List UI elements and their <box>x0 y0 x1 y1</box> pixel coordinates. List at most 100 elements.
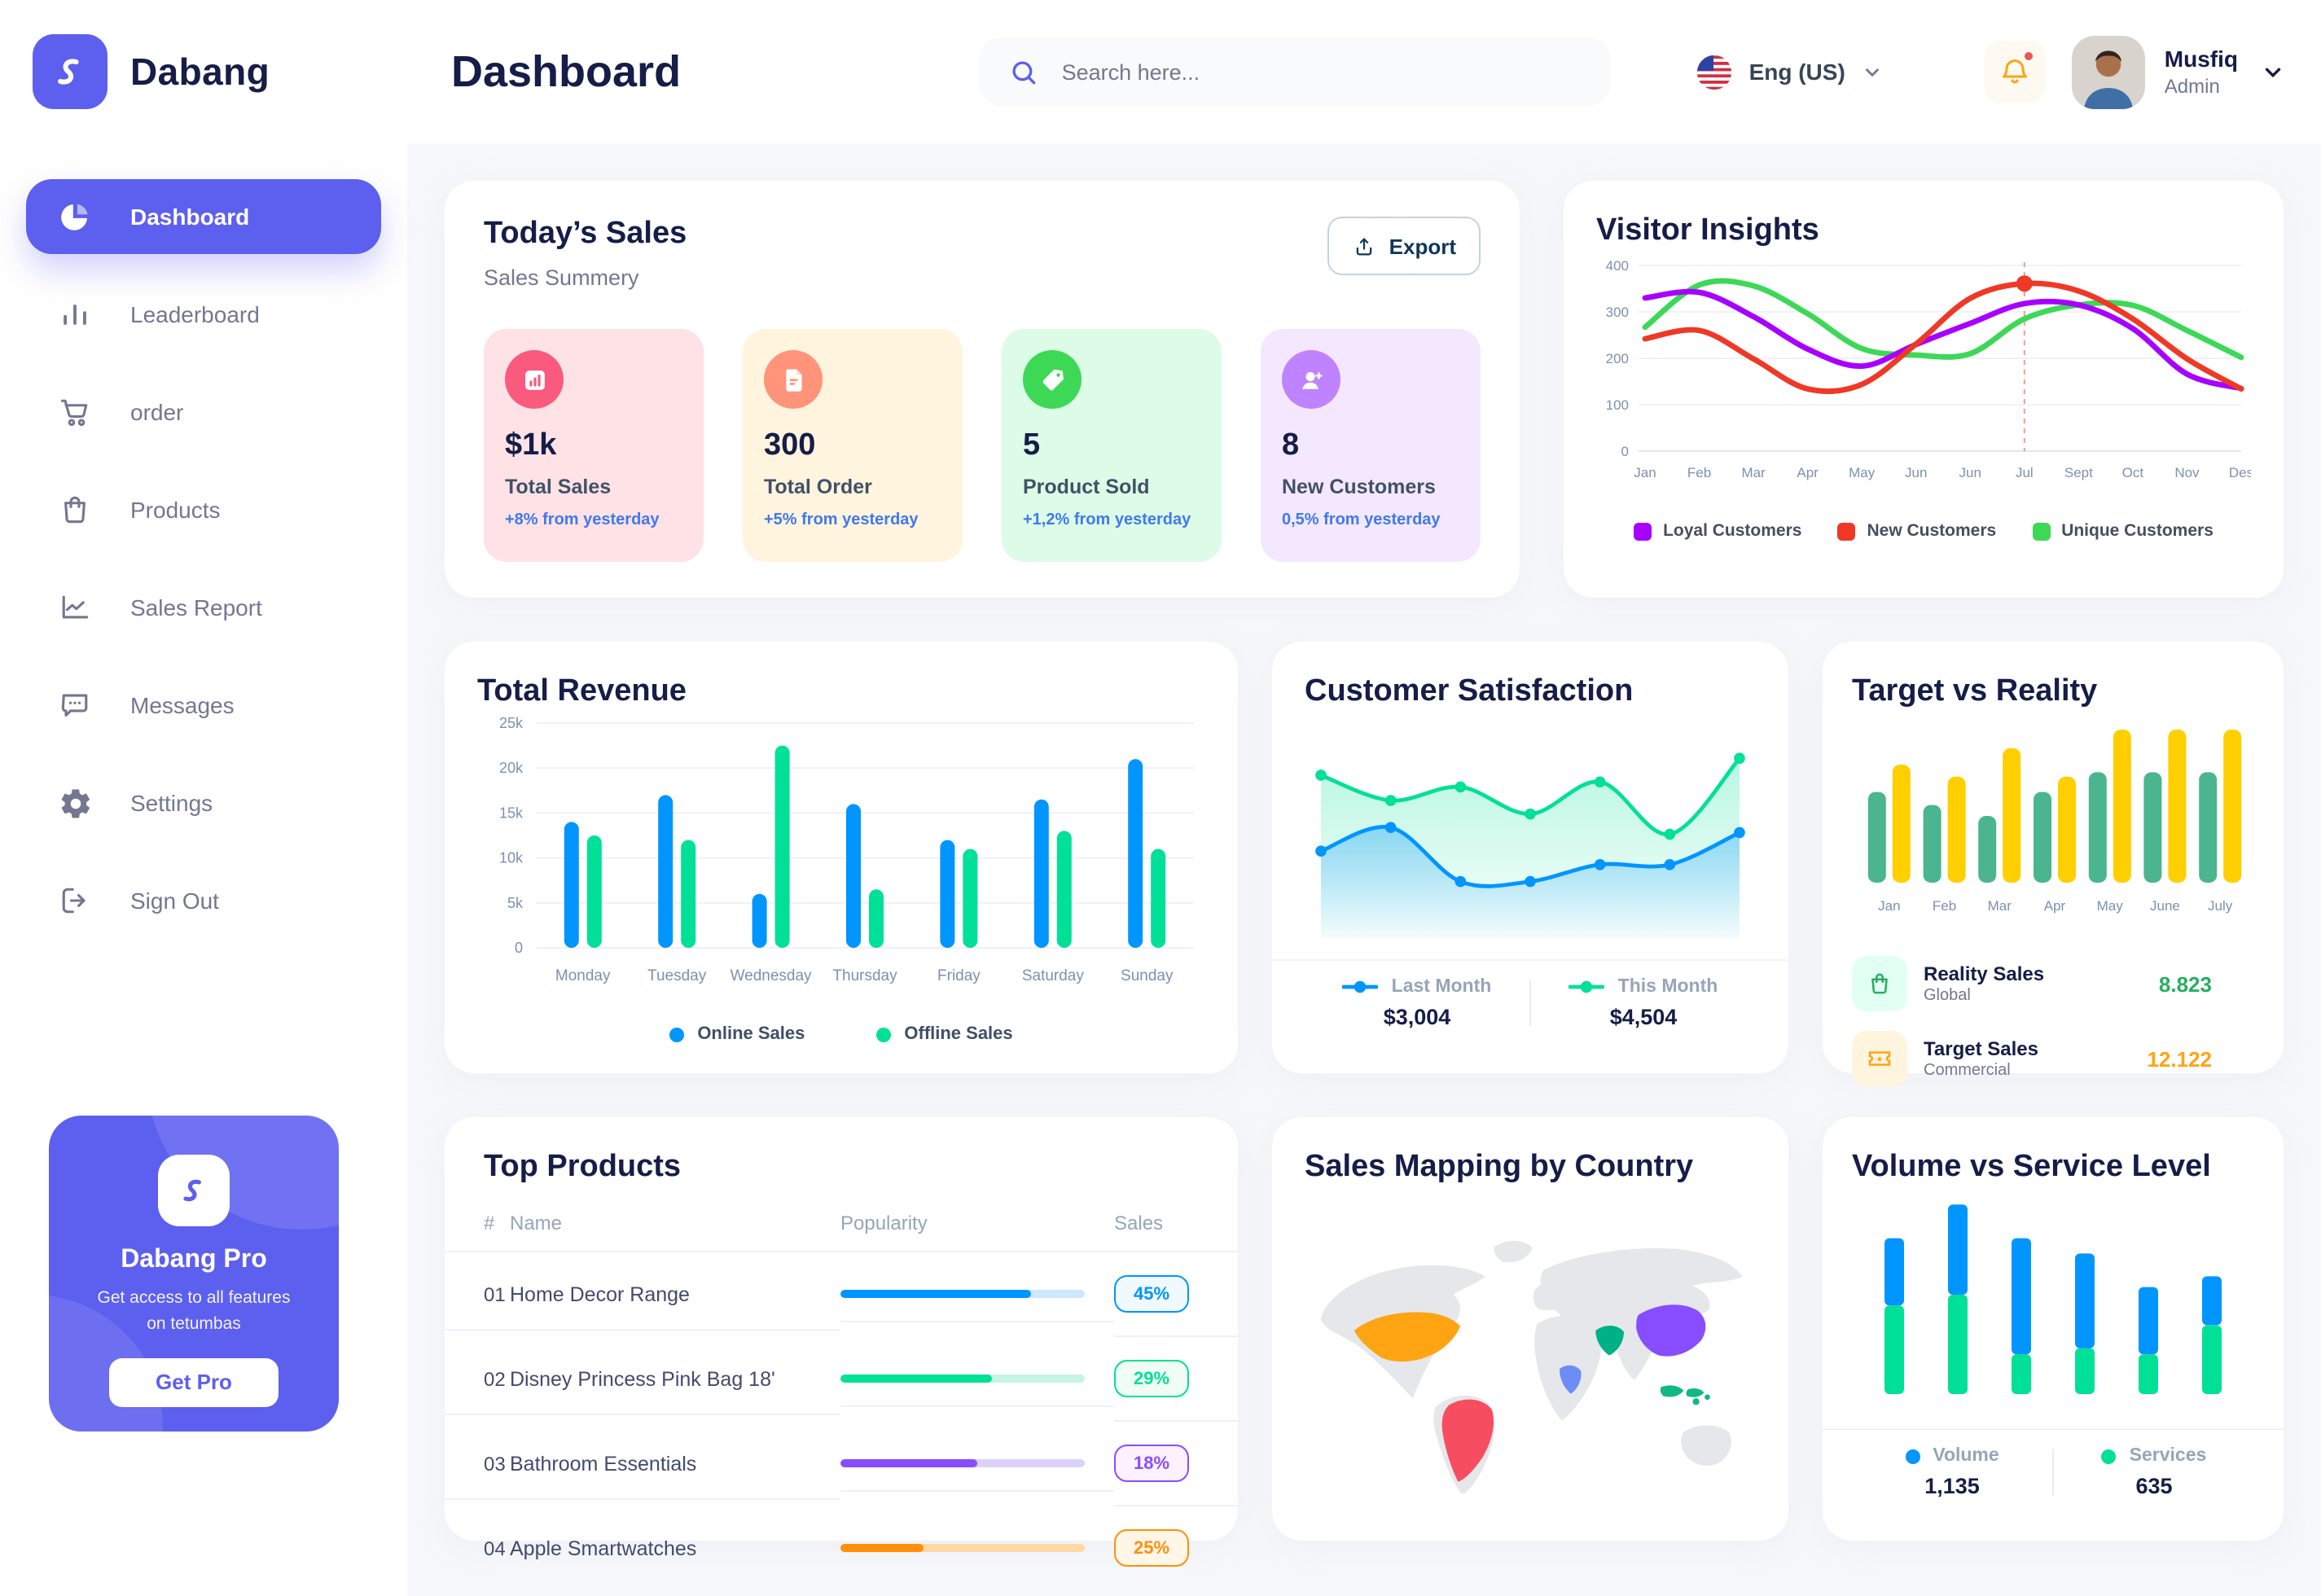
bar-chart-icon <box>55 296 94 332</box>
sales-badge: 25% <box>1114 1529 1189 1567</box>
popularity-bar <box>840 1544 1085 1552</box>
us-flag-icon <box>1696 53 1733 90</box>
stat-card-new-customers: 8 New Customers 0,5% from yesterday <box>1261 329 1481 562</box>
svg-text:Jun: Jun <box>1959 465 1981 480</box>
svg-text:Jan: Jan <box>1878 898 1900 914</box>
svg-text:May: May <box>2097 898 2124 914</box>
legend-dot-services <box>2101 1449 2117 1463</box>
user-menu[interactable]: Musfiq Admin <box>2071 35 2238 108</box>
export-icon <box>1356 237 1371 255</box>
volume-vs-service-card: Volume vs Service Level Volume 1,135 Ser… <box>1823 1117 2284 1541</box>
top-products-title: Top Products <box>484 1150 682 1184</box>
country-brazil <box>1441 1399 1494 1482</box>
country-united-states <box>1354 1312 1461 1362</box>
popularity-bar <box>840 1375 1085 1383</box>
avatar <box>2071 35 2145 108</box>
svg-text:May: May <box>1849 465 1876 480</box>
svg-text:July: July <box>2208 898 2233 914</box>
svg-text:Thursday: Thursday <box>832 967 897 984</box>
todays-sales-card: Today’s Sales Sales Summery Export $1k T <box>445 181 1520 598</box>
total-revenue-legend: Online Sales Offline Sales <box>477 1024 1205 1044</box>
user-name: Musfiq <box>2164 46 2238 72</box>
shopping-bag-icon <box>1852 956 1907 1011</box>
svg-text:Mar: Mar <box>1988 898 2012 914</box>
svg-text:Feb: Feb <box>1933 898 1956 914</box>
notification-badge <box>2022 50 2034 62</box>
svg-text:Oct: Oct <box>2122 465 2144 480</box>
legend-dot-offline <box>876 1027 892 1041</box>
pie-chart-icon <box>55 199 94 235</box>
pro-upgrade-card: Dabang Pro Get access to all features on… <box>49 1116 339 1432</box>
sales-badge: 18% <box>1114 1445 1189 1482</box>
svg-text:Friday: Friday <box>937 967 981 984</box>
legend-dot-online <box>669 1027 685 1041</box>
legend-swatch-new <box>1837 522 1856 540</box>
brand-name: Dabang <box>130 50 270 92</box>
customer-satisfaction-legend: Last Month $3,004 This Month $4,504 <box>1305 977 1756 1029</box>
legend-swatch-unique <box>2032 522 2051 540</box>
sidebar-item-sign-out[interactable]: Sign Out <box>26 863 381 938</box>
search-bar[interactable] <box>978 37 1611 106</box>
volume-vs-service-legend: Volume 1,135 Services 635 <box>1852 1446 2254 1498</box>
sales-badge: 45% <box>1114 1275 1189 1313</box>
search-input[interactable] <box>1058 58 1582 86</box>
language-selector[interactable]: Eng (US) <box>1696 53 1883 90</box>
sidebar-item-messages[interactable]: Messages <box>26 668 381 743</box>
user-chevron-down-icon[interactable] <box>2261 59 2285 84</box>
total-revenue-chart: 0 5k 10k 15k 20k 25k Monday Tuesday Wednesday Thu… <box>499 715 1194 984</box>
sidebar-item-settings[interactable]: Settings <box>26 765 381 840</box>
order-file-icon <box>764 350 823 409</box>
svg-text:June: June <box>2150 898 2180 914</box>
svg-text:100: 100 <box>1606 397 1629 413</box>
mini-bar-chart-icon <box>505 350 564 409</box>
svg-text:0: 0 <box>515 940 523 956</box>
svg-text:Nov: Nov <box>2174 465 2200 480</box>
total-revenue-card: Total Revenue 0 5k 10k 15k 20k 25k Monday Tuesd… <box>445 642 1238 1073</box>
popularity-bar <box>840 1459 1085 1467</box>
notifications-button[interactable] <box>1983 41 2046 103</box>
user-plus-icon <box>1282 350 1340 409</box>
svg-text:Tuesday: Tuesday <box>647 967 707 984</box>
svg-text:300: 300 <box>1606 305 1629 320</box>
target-vs-reality-card: Target vs Reality Jan Feb Mar Apr May June Jul… <box>1823 642 2284 1086</box>
language-label: Eng (US) <box>1748 59 1845 85</box>
svg-text:Apr: Apr <box>1797 465 1819 480</box>
sidebar-item-sales-report[interactable]: Sales Report <box>26 570 381 645</box>
svg-text:Saturday: Saturday <box>1022 967 1085 984</box>
top-products-card: Top Products # Name Popularity Sales 01 … <box>445 1117 1238 1567</box>
svg-text:Jan: Jan <box>1634 465 1656 480</box>
sales-mapping-title: Sales Mapping by Country <box>1305 1150 1694 1184</box>
svg-text:Sept: Sept <box>2064 465 2093 480</box>
svg-text:Jun: Jun <box>1905 465 1927 480</box>
svg-text:5k: 5k <box>507 895 524 911</box>
country-saudi-arabia <box>1595 1326 1624 1356</box>
world-map <box>1320 1240 1743 1496</box>
country-indonesia <box>1660 1385 1710 1405</box>
volume-vs-service-chart <box>1884 1204 2222 1394</box>
target-vs-reality-legend: Reality Sales Global 8.823 Target Sales … <box>1852 956 2254 1086</box>
user-role: Admin <box>2164 74 2220 98</box>
sidebar-item-leaderboard[interactable]: Leaderboard <box>26 277 381 352</box>
brand[interactable]: Dabang <box>0 34 407 109</box>
user-info: Musfiq Admin <box>2165 46 2238 98</box>
search-icon <box>1008 56 1039 87</box>
visitor-insights-chart: 0 100 200 300 400 Jan Feb Mar Apr May Jun Jun Jul Sep… <box>1606 258 2253 480</box>
svg-text:Des: Des <box>2229 465 2251 480</box>
svg-text:Apr: Apr <box>2044 898 2066 914</box>
top-header: Dabang Dashboard <box>0 0 2321 143</box>
visitor-insights-title: Visitor Insights <box>1596 213 1819 248</box>
sidebar: Dashboard Leaderboard order <box>0 143 407 1596</box>
sidebar-item-products[interactable]: Products <box>26 472 381 547</box>
popularity-bar <box>840 1290 1085 1298</box>
line-chart-icon <box>55 590 94 625</box>
todays-sales-subtitle: Sales Summery <box>484 265 639 290</box>
export-button[interactable]: Export <box>1327 217 1481 275</box>
svg-text:Feb: Feb <box>1687 465 1711 480</box>
bag-icon <box>55 492 94 528</box>
line-dot-marker-green <box>1569 980 1605 993</box>
ticket-icon <box>1852 1031 1907 1086</box>
sidebar-item-dashboard[interactable]: Dashboard <box>26 179 381 254</box>
sidebar-item-order[interactable]: order <box>26 375 381 449</box>
get-pro-button[interactable]: Get Pro <box>109 1357 279 1406</box>
customer-satisfaction-chart <box>1315 752 1745 938</box>
